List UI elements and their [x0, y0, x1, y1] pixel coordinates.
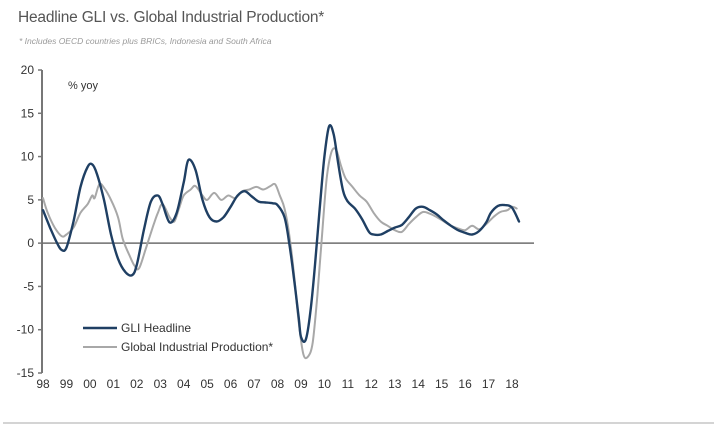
y-tick-label: 10	[21, 150, 35, 164]
y-tick-label: -10	[17, 323, 35, 337]
y-tick-label: 15	[21, 106, 35, 120]
y-tick-label: -15	[17, 366, 35, 380]
chart-title: Headline GLI vs. Global Industrial Produ…	[18, 9, 325, 26]
y-tick-label: 0	[27, 236, 34, 250]
x-tick-label: 18	[505, 377, 519, 391]
footer-divider	[3, 422, 714, 424]
y-tick-label: 5	[27, 193, 34, 207]
series-line-gli-headline	[41, 124, 521, 343]
x-tick-label: 12	[365, 377, 379, 391]
x-tick-label: 03	[154, 377, 168, 391]
x-tick-label: 15	[435, 377, 449, 391]
x-tick-label: 10	[318, 377, 332, 391]
x-tick-label: 13	[388, 377, 402, 391]
x-tick-label: 00	[83, 377, 97, 391]
x-tick-label: 99	[60, 377, 74, 391]
x-tick-label: 16	[458, 377, 472, 391]
x-tick-label: 11	[342, 377, 355, 391]
x-tick-label: 08	[271, 377, 285, 391]
y-unit-label: % yoy	[68, 80, 98, 92]
y-tick-label: -5	[23, 279, 34, 293]
chart-subtitle: * Includes OECD countries plus BRICs, In…	[19, 36, 272, 46]
x-tick-label: 01	[107, 377, 121, 391]
x-tick-label: 06	[224, 377, 238, 391]
legend-label-gip: Global Industrial Production*	[121, 340, 273, 354]
x-tick-label: 14	[412, 377, 426, 391]
x-tick-label: 04	[177, 377, 191, 391]
y-tick-label: 20	[21, 63, 35, 77]
x-tick-label: 05	[200, 377, 214, 391]
x-tick-label: 02	[130, 377, 144, 391]
legend-label-gli: GLI Headline	[121, 321, 191, 335]
legend: GLI Headline Global Industrial Productio…	[83, 321, 273, 354]
x-tick-label: 17	[482, 377, 496, 391]
x-tick-label: 07	[247, 377, 261, 391]
series-line-global-industrial-production	[42, 147, 518, 360]
x-tick-label: 09	[294, 377, 308, 391]
series-layer	[41, 124, 521, 360]
x-tick-label: 98	[36, 377, 50, 391]
